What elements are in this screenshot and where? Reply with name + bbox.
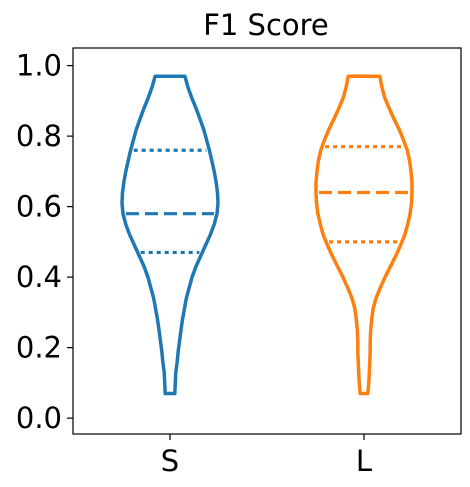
violins (120, 74, 414, 396)
y-tick-label: 0.2 (16, 331, 62, 365)
x-tick-label: S (161, 444, 179, 478)
violin-body (120, 74, 220, 396)
y-tick-label: 0.4 (16, 260, 62, 294)
chart-title: F1 Score (203, 8, 329, 42)
x-tick-label: L (356, 444, 372, 478)
violin-S (120, 74, 220, 396)
violin-L (314, 74, 414, 396)
y-tick-label: 0.8 (16, 119, 62, 153)
y-axis: 0.0 0.2 0.4 0.6 0.8 1.0 (16, 49, 73, 435)
y-tick-label: 0.0 (16, 401, 62, 435)
violin-body (314, 74, 414, 396)
y-tick-label: 0.6 (16, 190, 62, 224)
axes-frame (72, 47, 462, 435)
y-tick-label: 1.0 (16, 49, 62, 83)
